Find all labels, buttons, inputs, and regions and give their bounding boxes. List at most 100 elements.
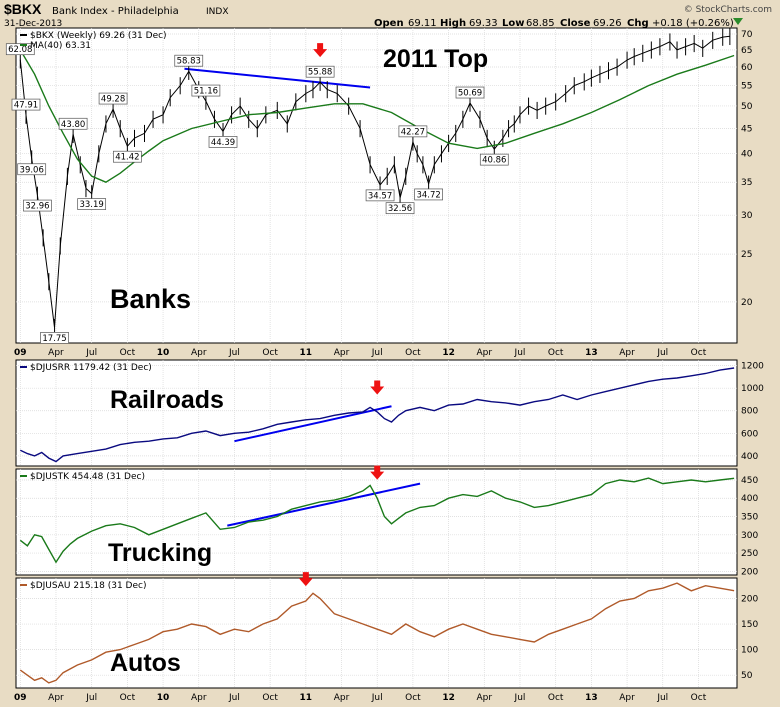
close-label: Close <box>560 18 591 29</box>
annotation-box <box>365 189 395 202</box>
x-tick-label: 12 <box>442 348 455 358</box>
annotation-box <box>11 98 41 111</box>
x-tick-label: Apr <box>619 348 635 358</box>
x-tick-label: Oct <box>120 693 136 703</box>
x-tick-label: Jul <box>371 348 383 358</box>
y-tick-label: 45 <box>741 124 752 134</box>
panel-label-banks: Banks <box>110 284 191 314</box>
value-annotation: 51.16 <box>191 84 221 97</box>
x-tick-label: Jul <box>85 693 97 703</box>
x-tick-label: Apr <box>334 693 350 703</box>
panel-trucking: 200 250 300 350 400 450 $DJUSTK 454.48 (31 Dec… <box>15 465 758 577</box>
legend-entry: MA(40) 63.31 <box>20 41 91 51</box>
legend-label: MA(40) 63.31 <box>30 41 91 51</box>
value-annotation: 42.27 <box>398 125 428 137</box>
panel-label-autos: Autos <box>110 649 181 677</box>
x-tick-label: Oct <box>120 348 136 358</box>
y-tick-label: 40 <box>741 150 753 160</box>
chg-label: Chg <box>627 18 649 29</box>
y-tick-label: 200 <box>741 567 758 577</box>
header-date: 31-Dec-2013 <box>4 19 62 29</box>
annotation-label: 34.72 <box>416 190 440 200</box>
red-arrow-icon <box>370 465 385 480</box>
y-tick-label: 50 <box>741 671 753 681</box>
annotation-box <box>414 188 443 201</box>
trendline <box>234 405 392 443</box>
x-tick-label: Oct <box>262 348 278 358</box>
x-tick-label: Oct <box>548 348 564 358</box>
legend-label: $BKX (Weekly) 69.26 (31 Dec) <box>30 31 167 41</box>
gridlines <box>16 578 737 688</box>
y-tick-label: 450 <box>741 476 758 486</box>
x-tick-label: Apr <box>191 348 207 358</box>
x-tick-label: 09 <box>14 693 27 703</box>
series-line-$DJUSRR <box>19 367 735 463</box>
series-line-$DJUSTK <box>19 477 735 564</box>
annotation-box <box>23 199 52 212</box>
value-annotation: 58.83 <box>174 54 204 67</box>
x-tick-label: Jul <box>514 693 526 703</box>
low-label: Low <box>502 18 524 29</box>
header-symbol: $BKX <box>4 1 42 17</box>
annotation-label: 49.28 <box>101 95 125 105</box>
x-tick-label: 11 <box>300 693 313 703</box>
value-annotation: 39.06 <box>17 163 47 175</box>
annotation-box <box>77 198 107 210</box>
value-annotation: 62.08 <box>5 43 35 56</box>
header-name: Bank Index - Philadelphia <box>52 6 179 17</box>
panel-label-trucking: Trucking <box>108 539 212 567</box>
x-tick-label: Oct <box>691 693 707 703</box>
y-tick-label: 1200 <box>741 362 764 372</box>
header-ohlc: Open 69.11 High 69.33 Low 68.85 Close 69… <box>374 18 734 29</box>
x-tick-label: Jul <box>228 693 240 703</box>
x-tick-label: Jul <box>85 348 97 358</box>
y-tick-label: 400 <box>741 494 758 504</box>
x-tick-label: Jul <box>656 693 668 703</box>
legend-entry: $BKX (Weekly) 69.26 (31 Dec) <box>20 31 167 41</box>
panel-autos: 50 100 150 200 $DJUSAU 215.18 (31 Dec) Autos <box>15 572 758 689</box>
panel-label-railroads: Railroads <box>110 386 224 414</box>
red-arrow-icon <box>313 43 328 58</box>
x-tick-label: Oct <box>405 348 421 358</box>
y-tick-label: 30 <box>741 211 753 221</box>
annotation-box <box>5 43 35 56</box>
y-tick-label: 150 <box>741 620 758 630</box>
y-tick-label: 300 <box>741 531 758 541</box>
value-annotation: 43.80 <box>58 117 88 130</box>
header-settings-icon[interactable] <box>733 18 743 25</box>
x-tick-label: Oct <box>262 693 278 703</box>
series-line-$DJUSAU <box>19 582 735 684</box>
trendline <box>227 482 421 527</box>
trendline <box>184 67 371 89</box>
annotation-label: 40.86 <box>482 156 506 166</box>
annotation-box <box>191 84 221 97</box>
x-tick-label: Apr <box>48 348 64 358</box>
x-tick-label: Apr <box>334 348 350 358</box>
annotation-label: 58.83 <box>177 57 201 67</box>
annotation-box <box>208 136 238 148</box>
x-axis-labels: 09 Apr Jul Oct 10 Apr Jul Oct 11 Apr Jul Oct 12 Apr Ju… <box>14 348 707 358</box>
value-annotation: 34.72 <box>414 188 443 201</box>
low-value: 68.85 <box>526 18 555 29</box>
panel-banks: 20 25 30 35 40 45 50 55 60 65 70 62.08 47.91 39.06 32.… <box>5 27 753 344</box>
value-annotation: 47.91 <box>11 98 41 111</box>
value-annotation: 55.88 <box>305 65 335 78</box>
x-tick-label: Apr <box>191 693 207 703</box>
legend-entry: $DJUSTK 454.48 (31 Dec) <box>20 472 145 482</box>
x-tick-label: 13 <box>585 693 598 703</box>
legend-label: $DJUSRR 1179.42 (31 Dec) <box>30 363 152 373</box>
x-tick-label: 11 <box>300 348 313 358</box>
high-value: 69.33 <box>469 18 498 29</box>
legend-entry: $DJUSAU 215.18 (31 Dec) <box>20 581 147 591</box>
annotation-box <box>479 153 509 166</box>
high-label: High <box>440 18 466 29</box>
red-arrow-icon <box>370 380 385 395</box>
header-exchange: INDX <box>206 7 228 17</box>
annotation-box <box>305 65 335 78</box>
annotation-label: 47.91 <box>14 101 38 111</box>
value-annotation: 49.28 <box>98 92 128 105</box>
y-tick-label: 60 <box>741 63 753 73</box>
x-tick-label: Jul <box>228 348 240 358</box>
panel-railroads: 400 600 800 1000 1200 $DJUSRR 1179.42 (31 Dec… <box>15 359 764 467</box>
